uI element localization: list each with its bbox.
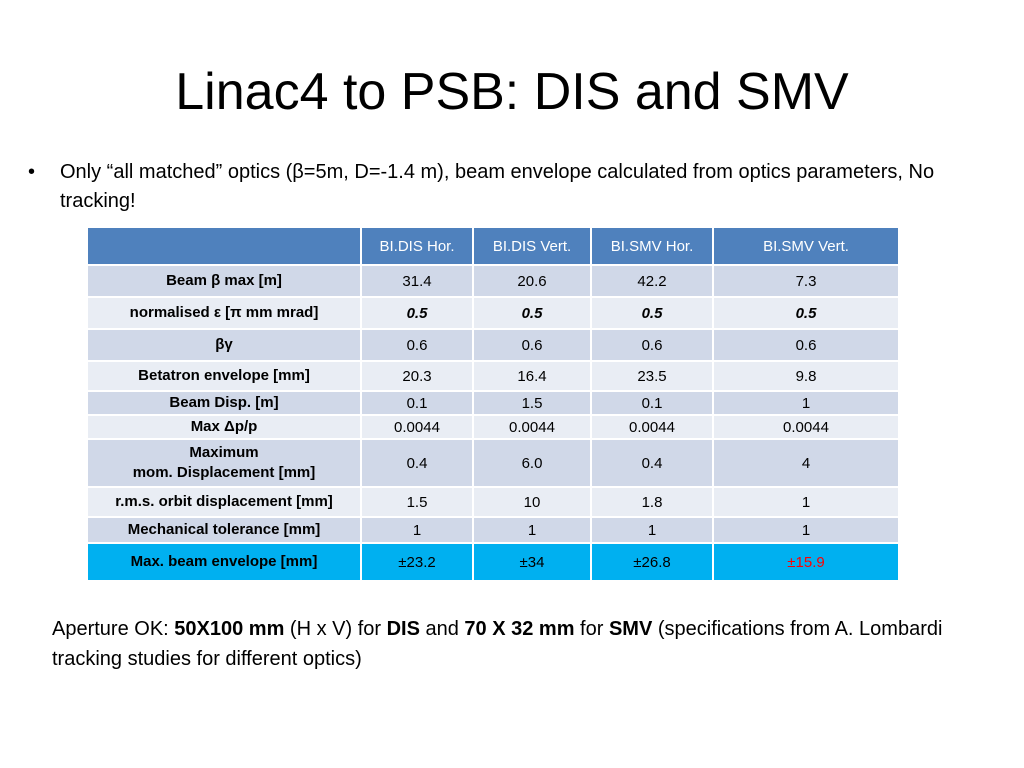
table-row: normalised ε [π mm mrad] 0.5 0.5 0.5 0.5 (86, 296, 900, 330)
bullet-dot: • (28, 161, 36, 183)
value-cell: 0.1 (360, 390, 474, 416)
table-row: Beam Disp. [m] 0.1 1.5 0.1 1 (86, 390, 900, 416)
value-cell: 16.4 (472, 360, 592, 392)
value-cell: 10 (472, 486, 592, 518)
aperture-text: Aperture OK: (52, 618, 175, 640)
value-cell: 6.0 (472, 438, 592, 488)
value-cell: 1 (590, 516, 714, 544)
header-cell: BI.DIS Vert. (472, 226, 592, 266)
bullet-text: Only “all matched” optics (β=5m, D=-1.4 … (60, 161, 935, 212)
table-row: Beam β max [m] 31.4 20.6 42.2 7.3 (86, 264, 900, 298)
value-cell: 20.6 (472, 264, 592, 298)
value-cell: 1.5 (472, 390, 592, 416)
value-cell: 0.6 (472, 328, 592, 362)
value-cell: 20.3 (360, 360, 474, 392)
value-cell: 0.5 (590, 296, 714, 330)
value-cell: 0.6 (590, 328, 714, 362)
row-label: r.m.s. orbit displacement [mm] (86, 486, 362, 518)
aperture-text: (specifications from A. Lombardi trackin… (52, 618, 943, 670)
value-cell: 0.4 (590, 438, 714, 488)
header-cell: BI.DIS Hor. (360, 226, 474, 266)
row-label: Maximum mom. Displacement [mm] (86, 438, 362, 488)
value-cell: 1 (712, 486, 900, 518)
table-header-row: BI.DIS Hor. BI.DIS Vert. BI.SMV Hor. BI.… (86, 226, 900, 266)
table-row: Maximum mom. Displacement [mm] 0.4 6.0 0.4 4 (86, 438, 900, 488)
value-cell: 1.5 (360, 486, 474, 518)
aperture-bold-text: 70 X 32 mm (464, 618, 575, 640)
row-label: Betatron envelope [mm] (86, 360, 362, 392)
aperture-note: Aperture OK: 50X100 mm (H x V) for DIS a… (52, 614, 972, 674)
table-row: Mechanical tolerance [mm] 1 1 1 1 (86, 516, 900, 544)
value-cell: 0.6 (360, 328, 474, 362)
value-cell: 31.4 (360, 264, 474, 298)
value-cell: 23.5 (590, 360, 714, 392)
slide-title: Linac4 to PSB: DIS and SMV (175, 63, 849, 121)
value-cell: 7.3 (712, 264, 900, 298)
aperture-bold-text: SMV (608, 618, 653, 640)
header-cell: BI.SMV Vert. (712, 226, 900, 266)
aperture-bold-text: 50X100 mm (174, 618, 285, 640)
aperture-text: (H x V) for (284, 618, 387, 640)
beam-parameters-table: BI.DIS Hor. BI.DIS Vert. BI.SMV Hor. BI.… (86, 226, 900, 582)
value-cell: 42.2 (590, 264, 714, 298)
value-cell: 1 (712, 390, 900, 416)
header-cell: BI.SMV Hor. (590, 226, 714, 266)
row-label: Mechanical tolerance [mm] (86, 516, 362, 544)
value-cell: 0.0044 (590, 414, 714, 440)
value-cell: 1.8 (590, 486, 714, 518)
value-cell: 0.0044 (472, 414, 592, 440)
table-row: r.m.s. orbit displacement [mm] 1.5 10 1.8 1 (86, 486, 900, 518)
row-label: normalised ε [π mm mrad] (86, 296, 362, 330)
row-label: Beam Disp. [m] (86, 390, 362, 416)
value-cell: 0.6 (712, 328, 900, 362)
value-cell: ±26.8 (590, 542, 714, 582)
value-cell: 9.8 (712, 360, 900, 392)
value-cell: 0.0044 (712, 414, 900, 440)
aperture-bold-text: DIS (386, 618, 420, 640)
header-cell (86, 226, 362, 266)
value-cell: ±15.9 (712, 542, 900, 582)
table-row: Max. beam envelope [mm] ±23.2 ±34 ±26.8 ±15.… (86, 542, 900, 582)
value-cell: ±34 (472, 542, 592, 582)
row-label: Beam β max [m] (86, 264, 362, 298)
table-row: βγ 0.6 0.6 0.6 0.6 (86, 328, 900, 362)
value-cell: 1 (360, 516, 474, 544)
aperture-text: and (419, 618, 465, 640)
table-row: Betatron envelope [mm] 20.3 16.4 23.5 9.8 (86, 360, 900, 392)
value-cell: 1 (472, 516, 592, 544)
value-cell: 0.1 (590, 390, 714, 416)
value-cell: 0.4 (360, 438, 474, 488)
row-label: Max. beam envelope [mm] (86, 542, 362, 582)
value-cell: 0.0044 (360, 414, 474, 440)
value-cell: 0.5 (712, 296, 900, 330)
table-row: Max Δp/p 0.0044 0.0044 0.0044 0.0044 (86, 414, 900, 440)
row-label: Max Δp/p (86, 414, 362, 440)
aperture-text: for (574, 618, 609, 640)
value-cell: 1 (712, 516, 900, 544)
value-cell: ±23.2 (360, 542, 474, 582)
value-cell: 0.5 (360, 296, 474, 330)
value-cell: 4 (712, 438, 900, 488)
value-cell: 0.5 (472, 296, 592, 330)
row-label: βγ (86, 328, 362, 362)
